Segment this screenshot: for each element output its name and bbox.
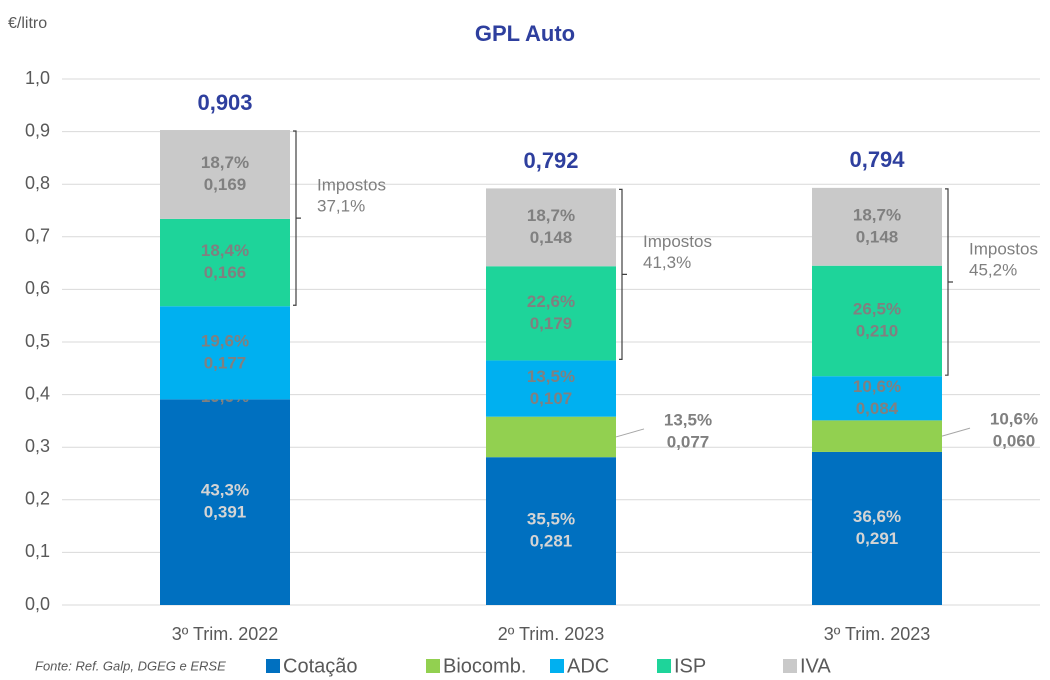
legend-swatch — [550, 659, 564, 673]
y-tick-label: 0,9 — [25, 120, 50, 140]
value-label: 0,060 — [993, 432, 1036, 451]
total-label: 0,792 — [523, 148, 578, 173]
y-tick-label: 0,7 — [25, 226, 50, 246]
bar-segment — [486, 188, 616, 267]
value-label: 0,210 — [856, 321, 899, 340]
bar-segment — [812, 420, 942, 452]
value-label: 0,166 — [204, 263, 247, 282]
share-label: 36,6% — [853, 507, 901, 526]
share-label: 19,6% — [201, 331, 249, 350]
tax-label: Impostos — [969, 240, 1038, 259]
share-label: 18,4% — [201, 241, 249, 260]
y-tick-label: 0,2 — [25, 489, 50, 509]
tax-label: Impostos — [643, 232, 712, 251]
bar-segment — [486, 360, 616, 417]
value-label: 0,177 — [204, 353, 247, 372]
bar-segment — [160, 130, 290, 219]
bar-segment — [160, 399, 290, 605]
x-tick-label: 3º Trim. 2023 — [824, 624, 931, 644]
y-axis-label: €/litro — [8, 15, 47, 32]
share-label: 18,7% — [201, 153, 249, 172]
value-label: 0,291 — [856, 529, 899, 548]
total-label: 0,903 — [197, 90, 252, 115]
tax-bracket — [293, 130, 301, 306]
bar-segment — [812, 265, 942, 377]
y-tick-label: 1,0 — [25, 68, 50, 88]
value-label: 0,391 — [204, 503, 247, 522]
tax-label: Impostos — [317, 176, 386, 195]
value-label: 0,179 — [530, 314, 573, 333]
tax-share-label: 41,3% — [643, 253, 691, 272]
bar-segment — [160, 218, 290, 307]
tax-share-label: 37,1% — [317, 197, 365, 216]
y-tick-label: 0,1 — [25, 541, 50, 561]
legend-label: IVA — [800, 655, 831, 677]
value-label: 0,148 — [856, 227, 899, 246]
bar-segment — [812, 376, 942, 421]
value-label: 0,281 — [530, 532, 573, 551]
value-label: 0,084 — [856, 399, 899, 418]
y-tick-label: 0,3 — [25, 436, 50, 456]
y-tick-label: 0,8 — [25, 173, 50, 193]
share-label: 10,6% — [990, 410, 1038, 429]
value-label: 0,107 — [530, 389, 573, 408]
share-label: 13,5% — [527, 367, 575, 386]
leader-line — [941, 427, 971, 437]
tax-share-label: 45,2% — [969, 261, 1017, 280]
x-tick-label: 2º Trim. 2023 — [498, 624, 605, 644]
source: Fonte: Ref. Galp, DGEG e ERSE — [35, 658, 226, 673]
tax-bracket — [945, 188, 953, 376]
legend-label: Biocomb. — [443, 655, 526, 677]
value-label: 0,169 — [204, 175, 247, 194]
legend-swatch — [657, 659, 671, 673]
bar-segment — [486, 266, 616, 361]
y-tick-label: 0,6 — [25, 278, 50, 298]
chart-title: GPL Auto — [475, 21, 575, 46]
legend-swatch — [783, 659, 797, 673]
legend-label: ISP — [674, 655, 706, 677]
bar-segment — [160, 306, 290, 400]
legend-label: Cotação — [283, 655, 358, 677]
bar-segment — [486, 416, 616, 458]
x-tick-label: 3º Trim. 2022 — [172, 624, 279, 644]
share-label: 18,7% — [853, 205, 901, 224]
value-label: 0,148 — [530, 228, 573, 247]
legend-label: ADC — [567, 655, 609, 677]
bar-segment — [486, 457, 616, 605]
share-label: 10,6% — [853, 377, 901, 396]
leader-line — [615, 428, 645, 438]
bar-segment — [812, 451, 942, 605]
total-label: 0,794 — [849, 147, 905, 172]
y-tick-label: 0,0 — [25, 594, 50, 614]
legend-swatch — [426, 659, 440, 673]
tax-bracket — [619, 188, 627, 361]
share-label: 35,5% — [527, 510, 575, 529]
bar-segment — [812, 187, 942, 266]
share-label: 18,7% — [527, 206, 575, 225]
y-tick-label: 0,5 — [25, 331, 50, 351]
share-label: 13,5% — [664, 410, 712, 429]
value-label: 0,077 — [667, 432, 710, 451]
share-label: 22,6% — [527, 292, 575, 311]
y-tick-label: 0,4 — [25, 383, 50, 403]
share-label: 43,3% — [201, 481, 249, 500]
share-label: 26,5% — [853, 299, 901, 318]
legend-swatch — [266, 659, 280, 673]
